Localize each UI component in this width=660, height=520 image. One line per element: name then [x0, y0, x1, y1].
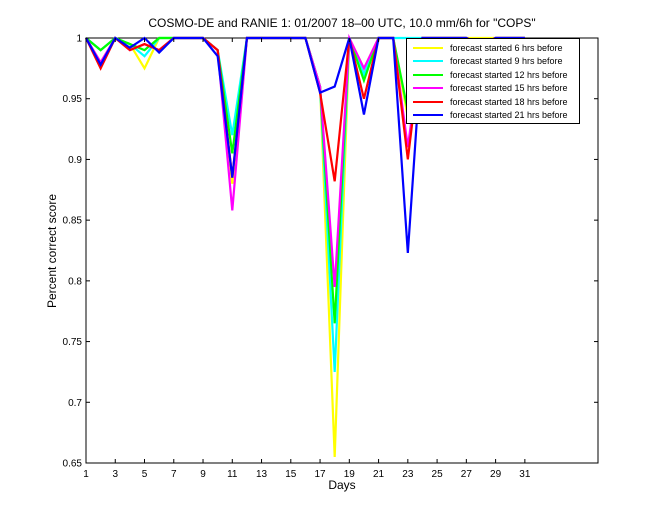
x-tick-label: 21: [373, 469, 385, 480]
legend-swatch: [413, 100, 443, 103]
x-tick-label: 1: [83, 469, 89, 480]
y-tick-label: 0.95: [63, 94, 83, 105]
y-tick-label: 0.7: [68, 398, 82, 409]
legend-label: forecast started 9 hrs before: [450, 56, 563, 67]
x-tick-label: 7: [171, 469, 177, 480]
legend-item-6: forecast started 21 hrs before: [407, 109, 579, 123]
x-tick-label: 25: [432, 469, 444, 480]
axis-layer: 1 3 5 7 9 11 13 15 17 19 21 23 25 27 29 310.650.70.750.…: [63, 34, 598, 480]
y-tick-label: 0.65: [63, 459, 83, 470]
legend-swatch: [413, 114, 443, 117]
legend-swatch: [413, 87, 443, 90]
legend-label: forecast started 6 hrs before: [450, 42, 563, 53]
x-tick-label: 19: [344, 469, 356, 480]
legend-label: forecast started 21 hrs before: [450, 110, 568, 121]
legend-item-3: forecast started 12 hrs before: [407, 68, 579, 82]
legend-label: forecast started 18 hrs before: [450, 96, 568, 107]
legend-label: forecast started 12 hrs before: [450, 69, 568, 80]
y-tick-label: 0.9: [68, 155, 82, 166]
x-tick-label: 9: [200, 469, 206, 480]
legend-label: forecast started 15 hrs before: [450, 83, 568, 94]
y-tick-label: 0.8: [68, 276, 82, 287]
x-tick-label: 15: [285, 469, 297, 480]
x-tick-label: 31: [519, 469, 531, 480]
legend-item-1: forecast started 6 hrs before: [407, 41, 579, 55]
legend-swatch: [413, 60, 443, 63]
x-tick-label: 23: [402, 469, 414, 480]
x-tick-label: 3: [112, 469, 118, 480]
legend-swatch: [413, 46, 443, 49]
legend: forecast started 6 hrs before forecast st…: [406, 38, 580, 124]
x-tick-label: 11: [227, 469, 238, 480]
x-axis-label: Days: [328, 478, 356, 492]
x-tick-label: 5: [142, 469, 148, 480]
x-tick-label: 17: [314, 469, 326, 480]
legend-item-4: forecast started 15 hrs before: [407, 82, 579, 96]
y-tick-label: 0.85: [63, 216, 83, 227]
x-tick-label: 27: [461, 469, 473, 480]
legend-swatch: [413, 73, 443, 76]
y-tick-label: 0.75: [63, 337, 83, 348]
legend-item-2: forecast started 9 hrs before: [407, 55, 579, 69]
legend-item-5: forecast started 18 hrs before: [407, 95, 579, 109]
x-tick-label: 13: [256, 469, 268, 480]
y-tick-label: 1: [76, 34, 82, 45]
x-tick-label: 29: [490, 469, 502, 480]
y-axis-label: Percent correct score: [45, 193, 59, 309]
chart-title: COSMO-DE and RANIE 1: 01/2007 18–00 UTC,…: [148, 16, 536, 30]
